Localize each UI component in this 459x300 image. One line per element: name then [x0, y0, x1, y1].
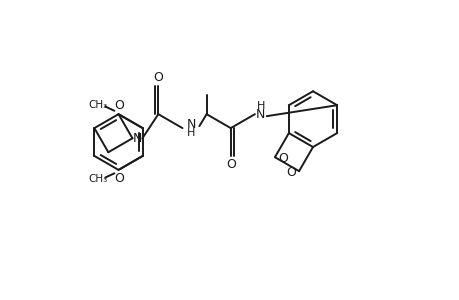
Text: N: N — [256, 108, 265, 121]
Text: O: O — [114, 99, 124, 112]
Text: H: H — [187, 128, 195, 138]
Text: O: O — [225, 158, 235, 171]
Text: O: O — [277, 152, 287, 165]
Text: N: N — [186, 118, 196, 130]
Text: H: H — [256, 101, 264, 111]
Text: O: O — [114, 172, 124, 185]
Text: O: O — [285, 166, 296, 178]
Text: O: O — [153, 71, 163, 84]
Text: CH₃: CH₃ — [89, 174, 108, 184]
Text: N: N — [133, 132, 142, 145]
Text: CH₃: CH₃ — [89, 100, 108, 110]
